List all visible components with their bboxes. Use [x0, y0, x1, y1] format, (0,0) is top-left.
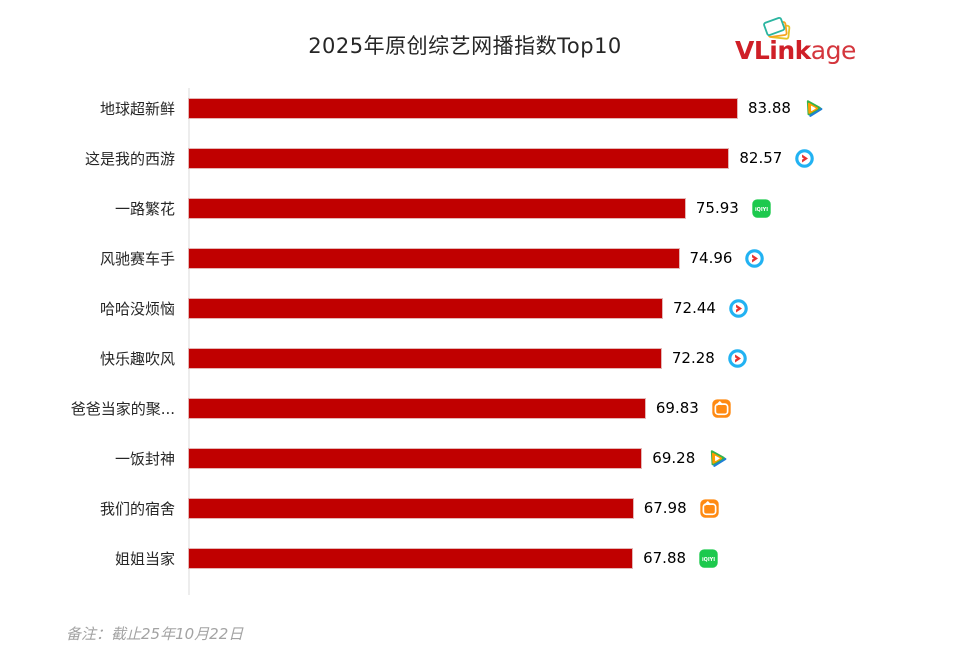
index-bar [188, 197, 686, 219]
y-axis-line [188, 88, 190, 595]
show-name-label: 姐姐当家 [114, 549, 175, 568]
tencent-video-icon [707, 448, 728, 469]
bar-value: 72.44 [673, 299, 716, 317]
youku-icon [744, 248, 765, 269]
show-name-label: 这是我的西游 [84, 149, 175, 168]
bar-value: 74.96 [689, 249, 733, 267]
index-bar [188, 547, 634, 569]
mango-tv-icon [699, 498, 720, 519]
mango-tv-icon [711, 398, 732, 419]
index-bar [188, 97, 738, 119]
index-bar [188, 297, 663, 319]
vlinkage-logo: VLinkage [735, 16, 865, 68]
logo-text-bold: VLink [735, 36, 811, 65]
show-name-label: 我们的宿舍 [99, 499, 175, 518]
bar-value: 67.88 [643, 549, 687, 567]
show-name-label: 风驰赛车手 [99, 249, 175, 268]
bar-row: 爸爸当家的聚... 69.83 [65, 383, 955, 433]
bar-row: 这是我的西游 82.57 [65, 133, 955, 183]
bar-chart-rows: 地球超新鲜 83.88 这是我的西游 82.57 一路繁花 75.93 iQIYI 风驰赛车手… [65, 83, 955, 583]
photo-frames-icon [763, 16, 791, 40]
index-bar [188, 347, 662, 369]
index-bar [188, 497, 634, 519]
show-name-label: 哈哈没烦恼 [99, 299, 175, 318]
bar-row: 一饭封神 69.28 [65, 433, 955, 483]
bar-row: 姐姐当家 67.88 iQIYI [65, 533, 955, 583]
bar-value: 72.28 [671, 349, 715, 367]
show-name-label: 地球超新鲜 [99, 99, 175, 118]
bar-value: 83.88 [748, 99, 791, 117]
index-bar [188, 247, 680, 269]
show-name-label: 一路繁花 [114, 199, 175, 218]
index-bar [188, 147, 730, 169]
bar-row: 风驰赛车手 74.96 [65, 233, 955, 283]
vlinkage-wordmark: VLinkage [735, 38, 856, 64]
bar-value: 82.57 [739, 149, 783, 167]
show-name-label: 爸爸当家的聚... [70, 399, 175, 418]
bar-row: 快乐趣吹风 72.28 [65, 333, 955, 383]
show-name-label: 快乐趣吹风 [99, 349, 175, 368]
iqiyi-icon: iQIYI [751, 198, 772, 219]
bar-value: 75.93 [695, 199, 739, 217]
bar-value: 69.28 [652, 449, 696, 467]
bar-row: 哈哈没烦恼 72.44 [65, 283, 955, 333]
youku-icon [727, 348, 748, 369]
index-bar [188, 447, 643, 469]
logo-text-light: age [810, 36, 857, 65]
bar-value: 69.83 [655, 399, 699, 417]
index-bar [188, 397, 646, 419]
tencent-video-icon [803, 98, 824, 119]
bar-value: 67.98 [643, 499, 687, 517]
youku-icon [794, 148, 815, 169]
youku-icon [728, 298, 749, 319]
chart-footnote: 备注：截止25年10月22日 [66, 625, 244, 643]
iqiyi-icon: iQIYI [698, 548, 719, 569]
chart-title: 2025年原创综艺网播指数Top10 [308, 34, 622, 58]
show-name-label: 一饭封神 [114, 449, 175, 468]
svg-text:iQIYI: iQIYI [755, 206, 768, 212]
bar-row: 地球超新鲜 83.88 [65, 83, 955, 133]
bar-row: 一路繁花 75.93 iQIYI [65, 183, 955, 233]
svg-text:iQIYI: iQIYI [702, 556, 715, 562]
bar-row: 我们的宿舍 67.98 [65, 483, 955, 533]
